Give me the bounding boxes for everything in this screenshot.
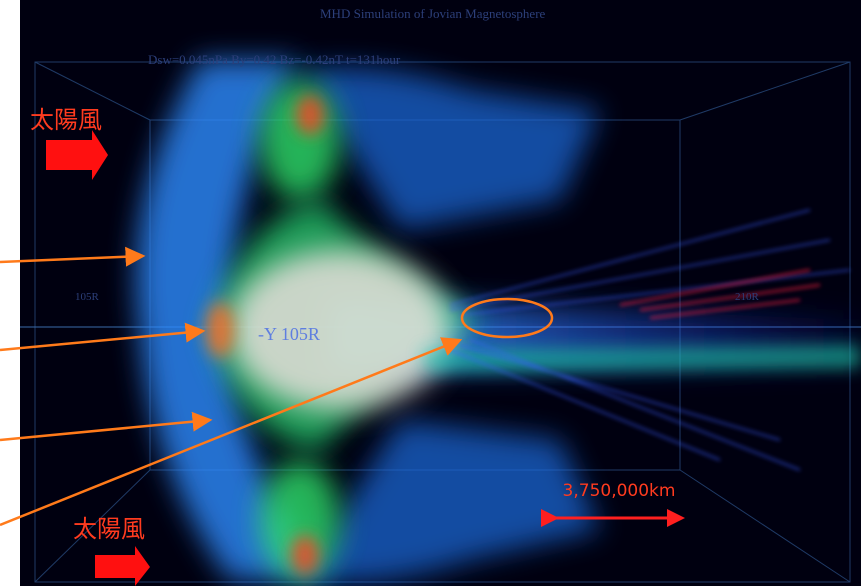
parameters: Dsw=0.045nPa By=0.42 Bz=-0.42nT t=131hou… — [148, 52, 401, 67]
solar-wind-label: 太陽風 — [30, 106, 102, 134]
center-label: -Y 105R — [258, 324, 320, 344]
right-axis-label: 210R — [735, 291, 760, 303]
scale-label: 3,750,000km — [563, 481, 676, 501]
figure: MHD Simulation of Jovian Magnetosphere D… — [0, 0, 861, 586]
solar-wind-label: 太陽風 — [73, 515, 145, 543]
left-axis-label: 105R — [75, 291, 100, 303]
title: MHD Simulation of Jovian Magnetosphere — [320, 6, 546, 21]
